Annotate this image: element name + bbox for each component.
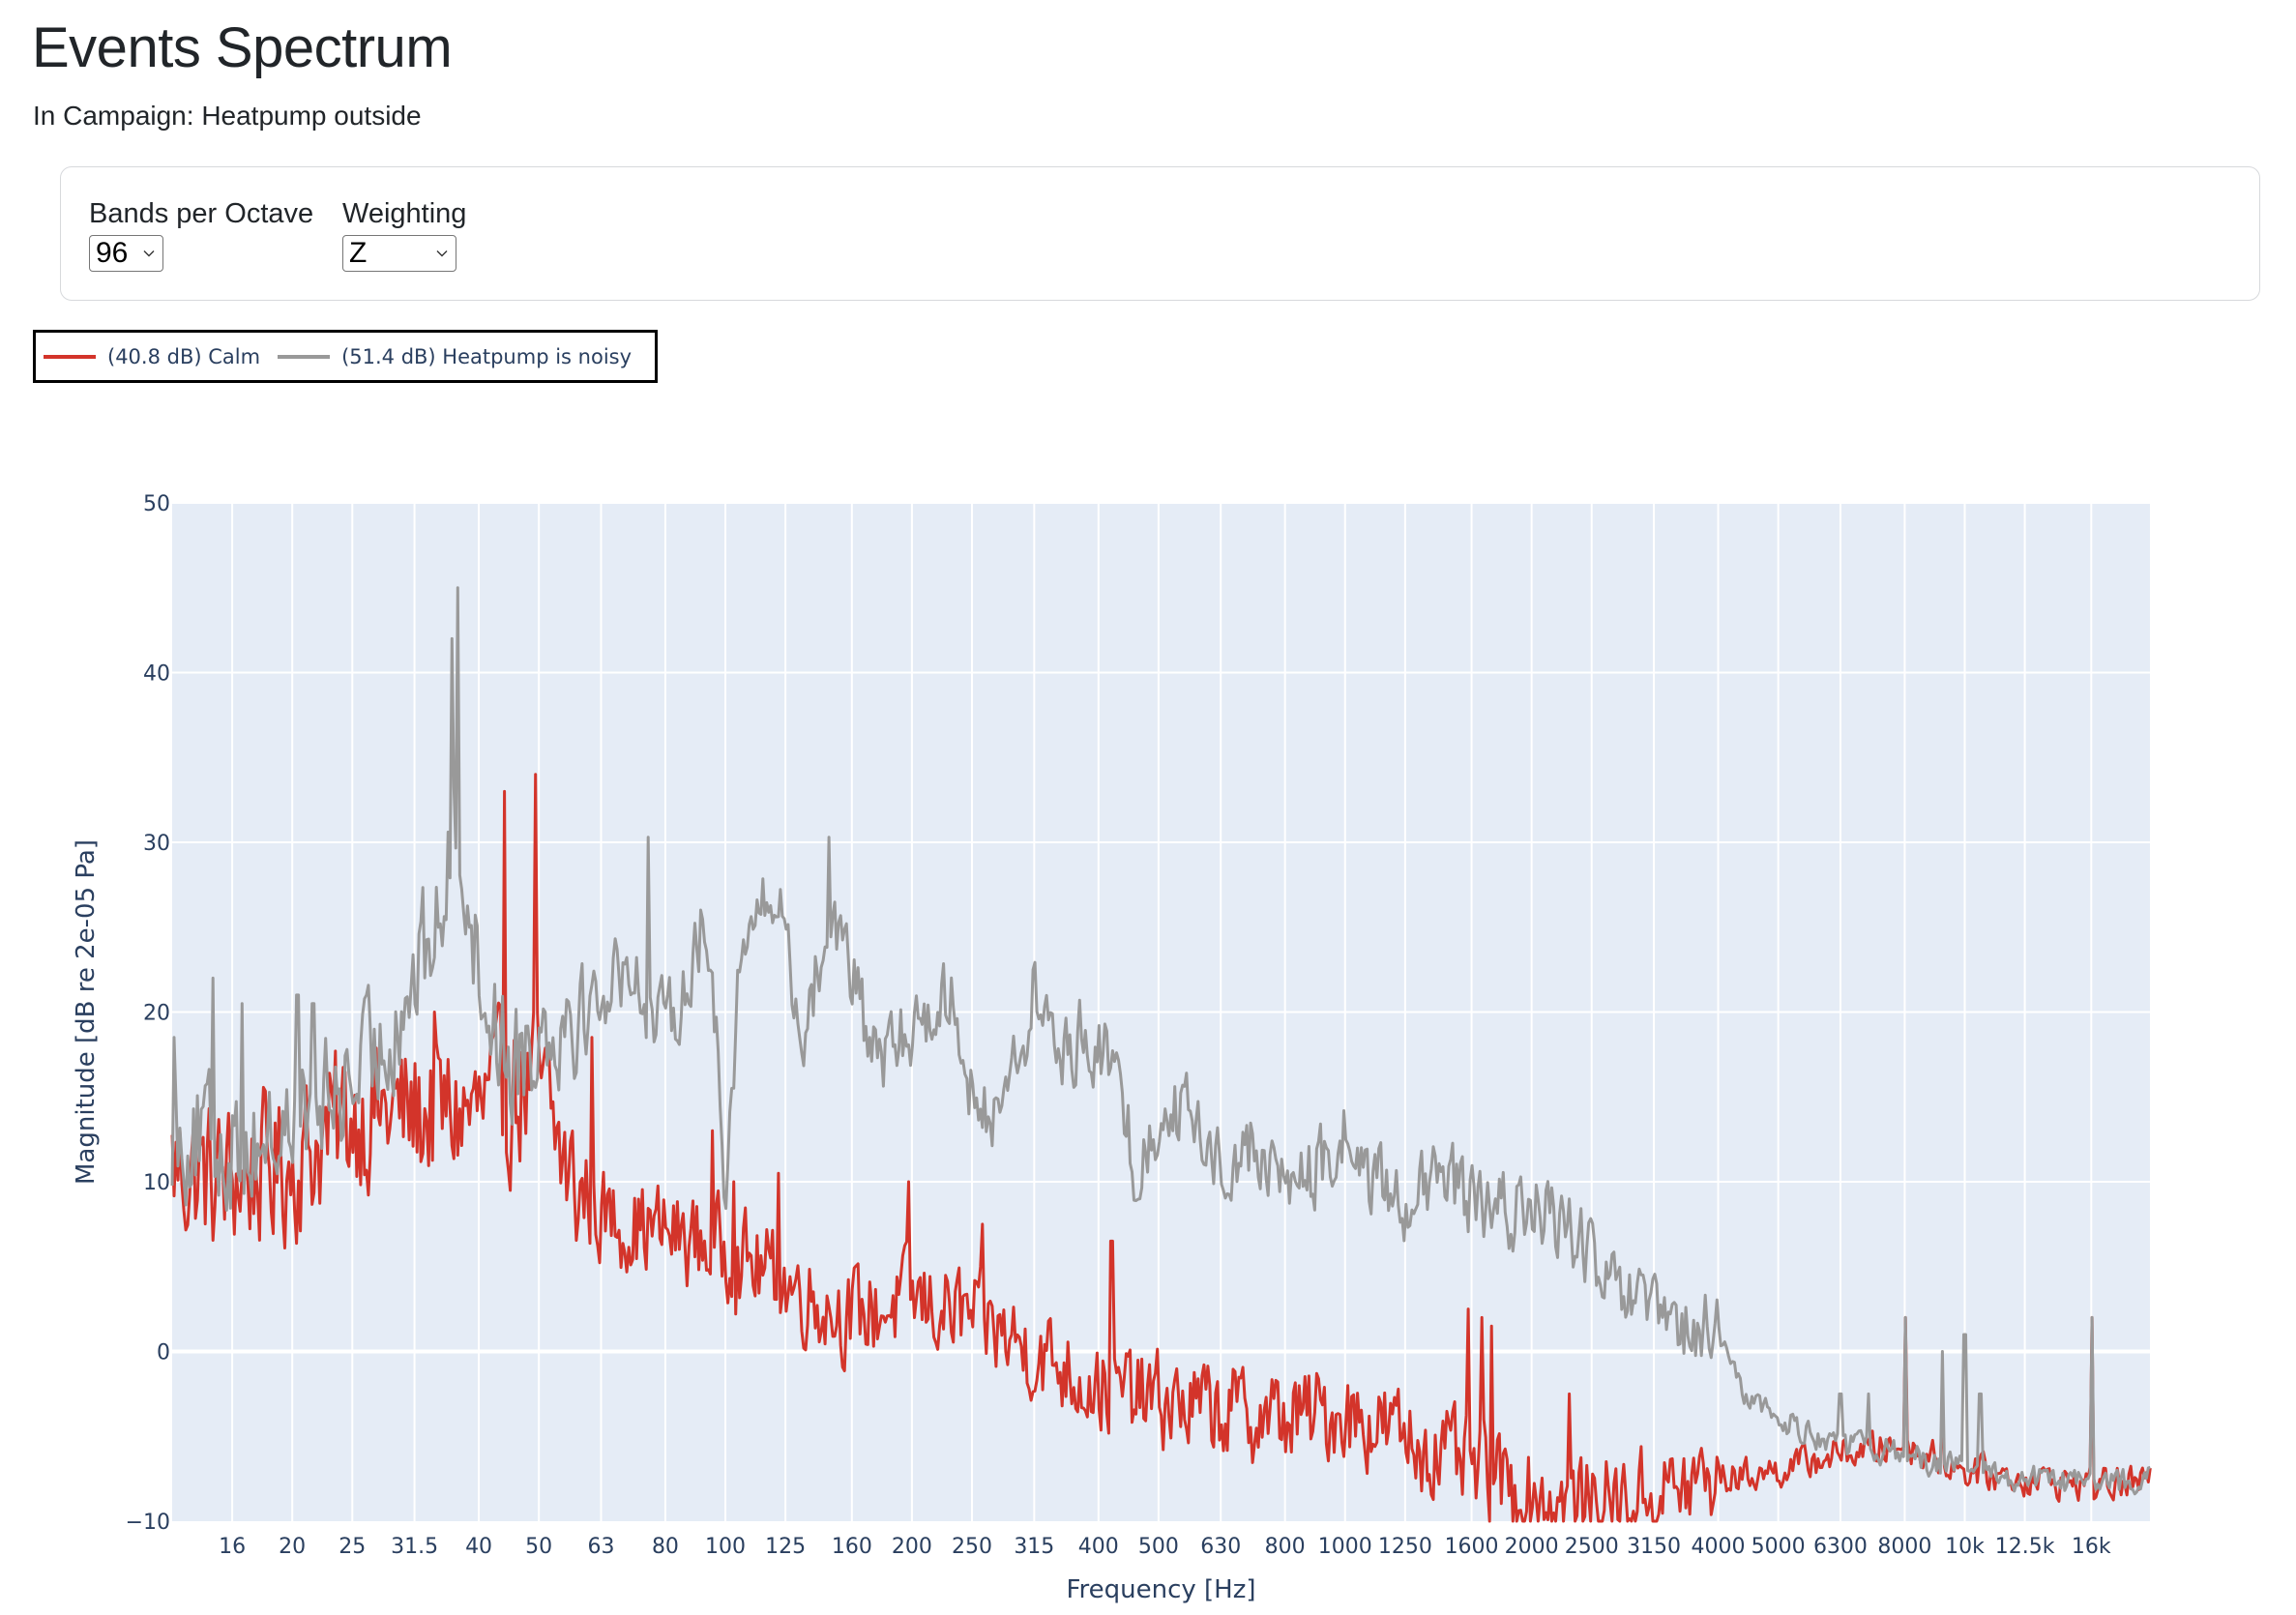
bands-per-octave-select[interactable]: 96 [89, 235, 163, 272]
x-tick-label: 400 [1078, 1535, 1119, 1559]
x-tick-label: 16 [219, 1535, 246, 1559]
weighting-select[interactable]: Z [342, 235, 456, 272]
y-tick-label: 20 [143, 1002, 170, 1026]
x-tick-label: 25 [339, 1535, 366, 1559]
weighting-value: Z [349, 237, 368, 269]
x-axis-title: Frequency [Hz] [1066, 1575, 1255, 1604]
x-tick-label: 10k [1945, 1535, 1985, 1559]
weighting-label: Weighting [342, 198, 467, 229]
y-tick-label: 30 [143, 832, 170, 856]
bands-per-octave-label: Bands per Octave [89, 198, 314, 229]
bands-per-octave-filter: Bands per Octave 96 [89, 196, 313, 272]
x-tick-label: 50 [525, 1535, 552, 1559]
campaign-subtitle: In Campaign: Heatpump outside [33, 101, 422, 131]
y-tick-label: 40 [143, 662, 170, 687]
chevron-down-icon [143, 250, 155, 257]
chart-legend: (40.8 dB) Calm (51.4 dB) Heatpump is noi… [33, 330, 658, 383]
x-tick-label: 63 [587, 1535, 614, 1559]
y-axis-ticks: −10 0 10 20 30 40 50 [126, 492, 170, 1535]
x-tick-label: 100 [705, 1535, 746, 1559]
x-tick-label: 12.5k [1995, 1535, 2055, 1559]
x-tick-label: 2000 [1505, 1535, 1559, 1559]
weighting-filter: Weighting Z [342, 196, 466, 272]
bands-per-octave-value: 96 [96, 237, 129, 269]
filter-card: Bands per Octave 96 Weighting Z [60, 166, 2260, 301]
series-lines [170, 586, 2152, 1523]
y-tick-label: 10 [143, 1171, 170, 1195]
x-tick-label: 500 [1138, 1535, 1179, 1559]
legend-label: (40.8 dB) Calm [107, 344, 261, 368]
y-tick-label: 50 [143, 492, 170, 516]
x-tick-label: 800 [1265, 1535, 1306, 1559]
x-tick-label: 40 [465, 1535, 492, 1559]
y-gridlines [172, 502, 2150, 1354]
series-line-0[interactable] [170, 773, 2152, 1523]
x-tick-label: 20 [279, 1535, 306, 1559]
x-tick-label: 160 [832, 1535, 872, 1559]
y-tick-label: −10 [126, 1511, 170, 1535]
x-tick-label: 2500 [1565, 1535, 1619, 1559]
x-tick-label: 80 [652, 1535, 679, 1559]
y-tick-label: 0 [157, 1341, 170, 1365]
x-tick-label: 630 [1200, 1535, 1241, 1559]
y-axis-title: Magnitude [dB re 2e-05 Pa] [72, 839, 101, 1185]
x-tick-label: 3150 [1627, 1535, 1681, 1559]
x-tick-label: 1000 [1318, 1535, 1372, 1559]
page-title: Events Spectrum [32, 16, 453, 79]
x-tick-label: 200 [892, 1535, 932, 1559]
x-tick-label: 6300 [1813, 1535, 1868, 1559]
x-tick-label: 250 [952, 1535, 992, 1559]
x-tick-label: 1250 [1378, 1535, 1432, 1559]
x-tick-label: 125 [765, 1535, 806, 1559]
x-tick-label: 5000 [1751, 1535, 1806, 1559]
x-tick-label: 1600 [1445, 1535, 1499, 1559]
x-tick-label: 31.5 [391, 1535, 438, 1559]
x-tick-label: 16k [2072, 1535, 2111, 1559]
chevron-down-icon [436, 250, 448, 257]
x-tick-label: 8000 [1877, 1535, 1931, 1559]
legend-label: (51.4 dB) Heatpump is noisy [341, 344, 633, 368]
red-line-swatch-icon [44, 354, 96, 359]
x-axis-ticks: 16 20 25 31.5 40 50 63 80 100 125 160 200 250 315 400 5… [219, 1535, 2111, 1559]
legend-item-heatpump[interactable]: (51.4 dB) Heatpump is noisy [278, 345, 632, 368]
legend-item-calm[interactable]: (40.8 dB) Calm [44, 345, 260, 368]
series-line-1[interactable] [170, 586, 2151, 1496]
x-tick-label: 315 [1014, 1535, 1054, 1559]
gray-line-swatch-icon [278, 354, 331, 359]
x-tick-label: 4000 [1692, 1535, 1746, 1559]
